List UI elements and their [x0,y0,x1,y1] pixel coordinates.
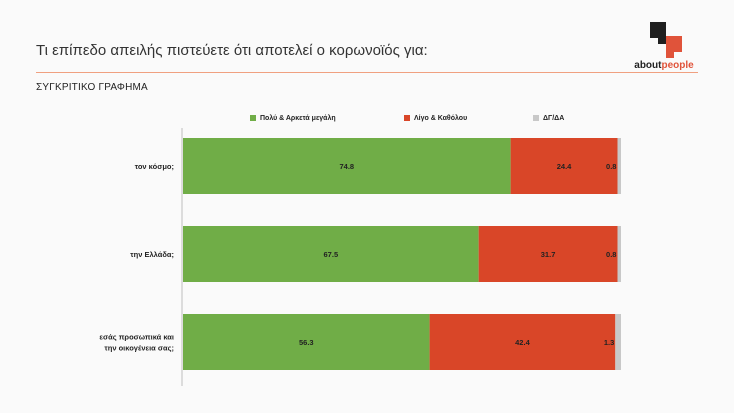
logo-mark-icon [650,22,682,58]
bar-low-2 [429,314,616,370]
legend-item-low: Λίγο & Καθόλου [404,112,467,124]
logo-text: aboutpeople [628,60,700,71]
logo-text-suffix: people [661,60,694,71]
legend-swatch-low [404,115,410,121]
chart-legend: Πολύ & Αρκετά μεγάλη Λίγο & Καθόλου ΔΓ/Δ… [0,112,734,124]
bar-dkna-1 [617,226,621,282]
legend-swatch-high [250,115,256,121]
data-label-dkna-2: 1.3 [604,338,614,347]
bar-dkna-2 [615,314,621,370]
data-label-dkna-0: 0.8 [606,162,616,171]
chart-subtitle: ΣΥΓΚΡΙΤΙΚΟ ΓΡΑΦΗΜΑ [36,82,148,93]
bar-high-0 [183,138,511,194]
category-labels: τον κόσμο; την Ελλάδα; εσάς προσωπικά και τ… [99,162,174,353]
legend-item-dkna: ΔΓ/ΔΑ [533,112,564,124]
legend-item-high: Πολύ & Αρκετά μεγάλη [250,112,336,124]
page-title: Τι επίπεδο απειλής πιστεύετε ότι αποτελε… [36,42,428,59]
category-label-2-line-0: εσάς προσωπικά και [99,333,174,342]
category-label-1: την Ελλάδα; [130,250,174,259]
logo-text-prefix: about [634,60,662,71]
bar-low-1 [478,226,618,282]
bar-high-1 [183,226,479,282]
data-label-high-1: 67.5 [324,250,339,259]
title-divider [36,72,698,73]
category-label-0: τον κόσμο; [135,162,174,171]
data-label-low-1: 31.7 [541,250,556,259]
bars-layer: 74.8 24.4 0.8 67.5 31.7 0.8 56.3 42.4 1.3 [183,138,621,370]
category-label-2-line-1: την οικογένεια σας; [104,344,174,353]
bar-low-0 [510,138,618,194]
legend-swatch-dkna [533,115,539,121]
legend-label-dkna: ΔΓ/ΔΑ [543,114,565,122]
bar-high-2 [183,314,430,370]
data-label-low-0: 24.4 [557,162,572,171]
legend-label-low: Λίγο & Καθόλου [414,114,468,122]
legend-label-high: Πολύ & Αρκετά μεγάλη [260,114,336,122]
data-label-high-2: 56.3 [299,338,314,347]
data-label-high-0: 74.8 [340,162,355,171]
data-label-dkna-1: 0.8 [606,250,616,259]
bar-dkna-0 [617,138,621,194]
aboutpeople-logo: aboutpeople [628,22,700,74]
data-label-low-2: 42.4 [515,338,530,347]
